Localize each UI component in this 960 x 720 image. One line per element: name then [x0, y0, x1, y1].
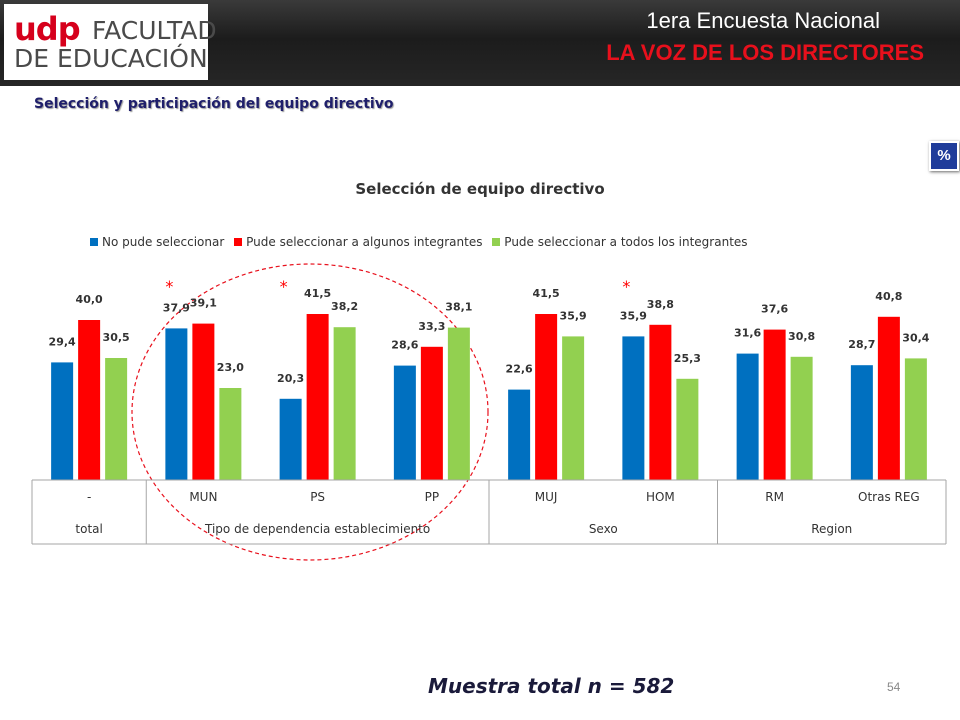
bar	[622, 336, 645, 480]
data-label: 22,6	[506, 363, 533, 376]
bar	[219, 388, 242, 480]
chart-title: Selección de equipo directivo	[355, 180, 605, 198]
sample-size-note: Muestra total n = 582	[428, 674, 675, 698]
data-label: 30,5	[103, 331, 130, 344]
legend-item-no-pude: No pude seleccionar	[90, 235, 224, 249]
bar	[333, 327, 356, 480]
logo: udp FACULTAD DE EDUCACIÓN	[4, 4, 217, 80]
data-label: 37,6	[761, 303, 788, 316]
data-label: 38,1	[445, 301, 472, 314]
data-label: 40,8	[875, 290, 902, 303]
legend-item-todos: Pude seleccionar a todos los integrantes	[492, 235, 748, 249]
category-tick-label: MUN	[189, 490, 217, 504]
bar	[508, 389, 531, 480]
data-label: 39,1	[190, 297, 217, 310]
data-label: 30,8	[788, 330, 815, 343]
group-label: Tipo de dependencia establecimiento	[204, 522, 430, 536]
bar	[51, 362, 74, 480]
data-label: 25,3	[674, 352, 701, 365]
legend-swatch-green	[492, 238, 501, 246]
group-label: Sexo	[589, 522, 618, 536]
category-tick-label: -	[87, 490, 91, 504]
logo-line1: FACULTAD	[92, 16, 217, 45]
category-tick-label: MUJ	[535, 490, 558, 504]
highlight-circle	[131, 263, 489, 561]
legend-swatch-red	[234, 238, 243, 246]
page-number: 54	[887, 680, 901, 694]
bar	[78, 320, 101, 480]
significance-marker: *	[280, 277, 288, 296]
bar	[105, 358, 128, 480]
legend-label: No pude seleccionar	[102, 235, 225, 249]
data-label: 37,9	[163, 301, 190, 314]
bar	[676, 378, 699, 480]
bar	[649, 324, 672, 480]
bar	[420, 346, 443, 480]
data-label: 29,4	[49, 335, 76, 348]
data-label: 28,7	[848, 338, 875, 351]
category-tick-label: Otras REG	[858, 490, 920, 504]
legend-label: Pude seleccionar a todos los integrantes	[504, 235, 748, 249]
bar	[562, 336, 585, 480]
bar	[904, 358, 927, 480]
data-label: 38,2	[331, 300, 358, 313]
significance-marker: *	[622, 277, 630, 296]
data-label: 35,9	[560, 309, 587, 322]
bar	[790, 356, 813, 480]
legend-label: Pude seleccionar a algunos integrantes	[246, 235, 483, 249]
significance-marker: *	[165, 277, 173, 296]
bar	[736, 353, 759, 480]
category-tick-label: PP	[425, 490, 439, 504]
section-subtitle: Selección y participación del equipo dir…	[34, 96, 394, 112]
bar	[535, 314, 558, 480]
bar	[877, 316, 900, 480]
legend-swatch-blue	[90, 238, 98, 246]
data-label: 41,5	[533, 287, 560, 300]
bar	[192, 323, 215, 480]
data-label: 31,6	[734, 327, 761, 340]
logo-udp-text: udp	[14, 10, 81, 48]
group-label: Region	[811, 522, 852, 536]
group-label: total	[75, 522, 102, 536]
chart-legend: No pude seleccionar Pude seleccionar a a…	[90, 235, 754, 249]
data-label: 41,5	[304, 287, 331, 300]
data-label: 20,3	[277, 372, 304, 385]
header-title: 1era Encuesta Nacional	[646, 8, 880, 33]
data-label: 33,3	[418, 320, 445, 333]
logo-line2: DE EDUCACIÓN	[14, 44, 208, 73]
bar	[763, 329, 786, 480]
data-label: 35,9	[620, 309, 647, 322]
bar	[393, 365, 416, 480]
data-label: 38,8	[647, 298, 674, 311]
header-subtitle: LA VOZ DE LOS DIRECTORES	[606, 40, 924, 65]
bar	[850, 365, 873, 480]
percent-badge[interactable]: %	[929, 141, 959, 171]
bar	[279, 398, 302, 480]
bar	[165, 328, 188, 480]
bar	[447, 327, 470, 480]
category-tick-label: RM	[765, 490, 784, 504]
bar	[306, 314, 329, 480]
legend-item-algunos: Pude seleccionar a algunos integrantes	[234, 235, 482, 249]
data-label: 30,4	[902, 331, 929, 344]
category-tick-label: PS	[310, 490, 325, 504]
data-label: 23,0	[217, 361, 244, 374]
data-label: 28,6	[391, 339, 418, 352]
header-banner: udp FACULTAD DE EDUCACIÓN 1era Encuesta …	[0, 0, 960, 86]
data-label: 40,0	[76, 293, 103, 306]
category-tick-label: HOM	[646, 490, 675, 504]
